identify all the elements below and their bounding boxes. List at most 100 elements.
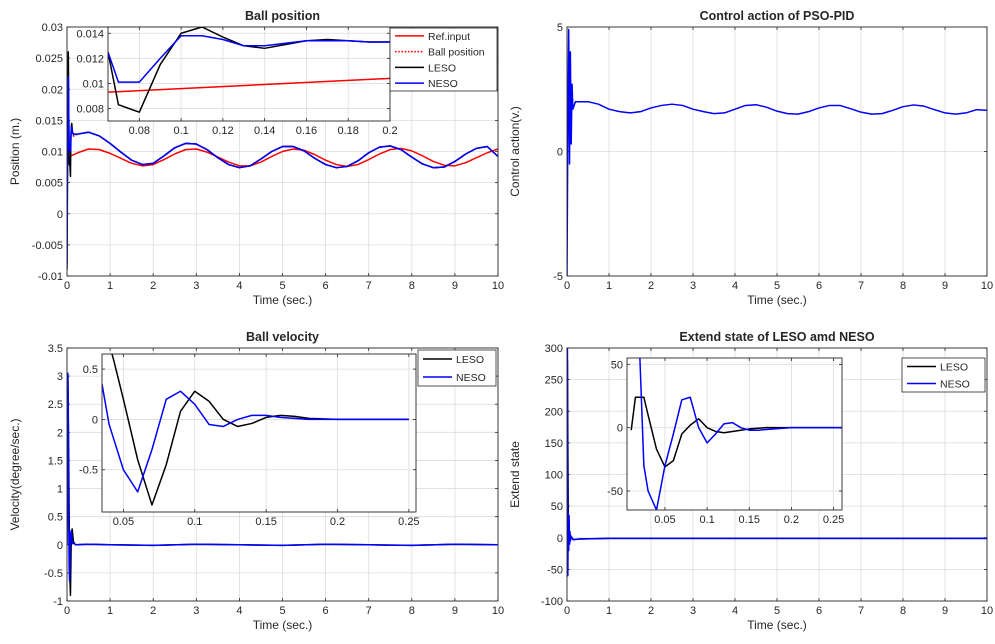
ball-velocity-inset-xtick-label-1: 0.1 xyxy=(187,516,202,528)
extend-state-inset-series-neso xyxy=(639,358,842,510)
extend-state-xtick-label-5: 5 xyxy=(774,605,780,617)
ball-position-inset-xtick-label-0: 0.08 xyxy=(129,125,150,137)
control-action-ylabel: Control action(v.) xyxy=(508,106,522,196)
ball-position-inset-xtick-label-4: 0.16 xyxy=(296,125,317,137)
ball-position-legend-label-1: Ball position xyxy=(428,47,485,59)
ball-position-legend-label-2: LESO xyxy=(428,62,456,74)
control-action-ytick-label-2: 5 xyxy=(557,22,563,34)
ball-velocity-chart: 0 1 2 3 4 5 6 7 8 9 10 -1 -0.5 0 0.5 1 1.5 2 2.5 3 3.5 Ball v… xyxy=(8,330,504,632)
ball-velocity-legend-label-0: LESO xyxy=(456,354,484,366)
ball-velocity-ytick-label-7: 2.5 xyxy=(48,399,63,411)
control-action-xtick-label-10: 10 xyxy=(981,280,993,292)
ball-position-ytick-label-8: 0.03 xyxy=(42,22,63,34)
extend-state-series-neso xyxy=(567,348,987,577)
control-action-ytick-label-0: -5 xyxy=(553,271,563,283)
ball-velocity-xtick-label-10: 10 xyxy=(492,605,504,617)
ball-position-xtick-label-1: 1 xyxy=(107,280,113,292)
ball-velocity-ytick-label-9: 3.5 xyxy=(48,343,63,355)
ball-velocity-inset-xtick-label-2: 0.15 xyxy=(255,516,276,528)
ball-velocity-inset-series-neso xyxy=(102,384,409,493)
ball-velocity-inset-frame xyxy=(101,353,417,513)
extend-state-xtick-label-10: 10 xyxy=(981,605,993,617)
ball-position-ylabel: Position (m.) xyxy=(8,118,22,185)
control-action-xtick-label-1: 1 xyxy=(606,280,612,292)
ball-velocity-ytick-label-3: 0.5 xyxy=(48,512,63,524)
control-action-xtick-label-2: 2 xyxy=(648,280,654,292)
ball-velocity-inset-xtick-label-4: 0.25 xyxy=(398,516,419,528)
ball-position-series-neso xyxy=(67,76,498,264)
ball-position-inset-xtick-label-2: 0.12 xyxy=(212,125,233,137)
ball-position-inset-series-neso xyxy=(108,35,390,83)
ball-position-xtick-label-9: 9 xyxy=(452,280,458,292)
extend-state-title: Extend state of LESO amd NESO xyxy=(679,330,874,344)
extend-state-ytick-label-7: 250 xyxy=(545,375,563,387)
extend-state-inset-series-leso xyxy=(630,396,842,468)
ball-position-ytick-label-1: -0.005 xyxy=(32,240,63,252)
ball-velocity-xtick-label-6: 6 xyxy=(323,605,329,617)
ball-velocity-ytick-label-5: 1.5 xyxy=(48,455,63,467)
ball-velocity-ylabel: Velocity(degree/sec.) xyxy=(8,418,22,530)
ball-position-inset-xtick-label-3: 0.14 xyxy=(254,125,275,137)
ball-velocity-xtick-label-3: 3 xyxy=(193,605,199,617)
extend-state-xtick-label-4: 4 xyxy=(732,605,738,617)
ball-position-xlabel: Time (sec.) xyxy=(253,293,313,307)
extend-state-inset-ytick-label-0: -50 xyxy=(607,486,623,498)
ball-position-ytick-label-4: 0.01 xyxy=(42,147,63,159)
ball-position-inset-ytick-label-0: 0.008 xyxy=(76,103,104,115)
ball-velocity-inset-ytick-label-2: 0.5 xyxy=(83,364,98,376)
ball-position-xtick-label-3: 3 xyxy=(193,280,199,292)
extend-state-ytick-label-6: 200 xyxy=(545,406,563,418)
ball-velocity-xtick-label-8: 8 xyxy=(409,605,415,617)
extend-state-ytick-label-2: 0 xyxy=(557,533,563,545)
ball-velocity-xtick-label-9: 9 xyxy=(452,605,458,617)
ball-velocity-inset-ytick-label-1: 0 xyxy=(92,414,98,426)
ball-position-legend-label-0: Ref.input xyxy=(428,31,470,43)
ball-velocity-ytick-label-8: 3 xyxy=(57,371,63,383)
extend-state-inset-xtick-label-3: 0.2 xyxy=(784,514,799,526)
extend-state-ytick-label-3: 50 xyxy=(551,501,563,513)
ball-velocity-series-neso xyxy=(67,372,498,583)
ball-position-inset-series-ref-input xyxy=(108,77,390,93)
extend-state-xtick-label-3: 3 xyxy=(690,605,696,617)
extend-state-ylabel: Extend state xyxy=(508,441,522,508)
extend-state-ytick-label-5: 150 xyxy=(545,438,563,450)
control-action-series-pso-pid xyxy=(567,28,987,276)
ball-velocity-ytick-label-1: -0.5 xyxy=(44,568,63,580)
ball-velocity-ytick-label-6: 2 xyxy=(57,427,63,439)
control-action-xtick-label-8: 8 xyxy=(900,280,906,292)
extend-state-xtick-label-1: 1 xyxy=(606,605,612,617)
extend-state-ytick-label-0: -100 xyxy=(541,596,563,608)
ball-velocity-xtick-label-0: 0 xyxy=(64,605,70,617)
extend-state-ytick-label-4: 100 xyxy=(545,470,563,482)
ball-position-legend-box xyxy=(389,27,498,92)
control-action-xtick-label-4: 4 xyxy=(732,280,738,292)
ball-velocity-frame xyxy=(66,347,499,602)
ball-position-inset-ytick-label-1: 0.01 xyxy=(83,78,104,90)
control-action-xtick-label-9: 9 xyxy=(942,280,948,292)
control-action-xlabel: Time (sec.) xyxy=(747,293,807,307)
extend-state-inset-plot-area xyxy=(627,358,842,510)
ball-position-xtick-label-0: 0 xyxy=(64,280,70,292)
ball-position-inset-xtick-label-6: 0.2 xyxy=(382,125,397,137)
extend-state-xtick-label-7: 7 xyxy=(858,605,864,617)
control-action-xtick-label-5: 5 xyxy=(774,280,780,292)
ball-velocity-xlabel: Time (sec.) xyxy=(253,618,313,632)
extend-state-xtick-label-8: 8 xyxy=(900,605,906,617)
ball-position-ytick-label-5: 0.015 xyxy=(35,115,63,127)
control-action-xtick-label-6: 6 xyxy=(816,280,822,292)
ball-position-xtick-label-8: 8 xyxy=(409,280,415,292)
extend-state-legend-label-1: NESO xyxy=(940,379,970,391)
extend-state-xtick-label-9: 9 xyxy=(942,605,948,617)
extend-state-chart: 0 1 2 3 4 5 6 7 8 9 10 -100 -50 0 50 100 150 200 250 300 Ext… xyxy=(508,330,993,632)
ball-position-series-ref-input xyxy=(67,147,498,168)
ball-position-ytick-label-0: -0.01 xyxy=(38,271,63,283)
extend-state-xtick-label-0: 0 xyxy=(564,605,570,617)
ball-velocity-ytick-label-4: 1 xyxy=(57,484,63,496)
ball-position-xtick-label-10: 10 xyxy=(492,280,504,292)
control-action-xtick-label-3: 3 xyxy=(690,280,696,292)
ball-position-xtick-label-4: 4 xyxy=(236,280,242,292)
ball-velocity-inset-plot-area xyxy=(102,354,416,512)
ball-position-inset-plot-area xyxy=(108,27,390,121)
extend-state-frame xyxy=(566,347,988,602)
extend-state-inset-xtick-label-2: 0.15 xyxy=(739,514,760,526)
